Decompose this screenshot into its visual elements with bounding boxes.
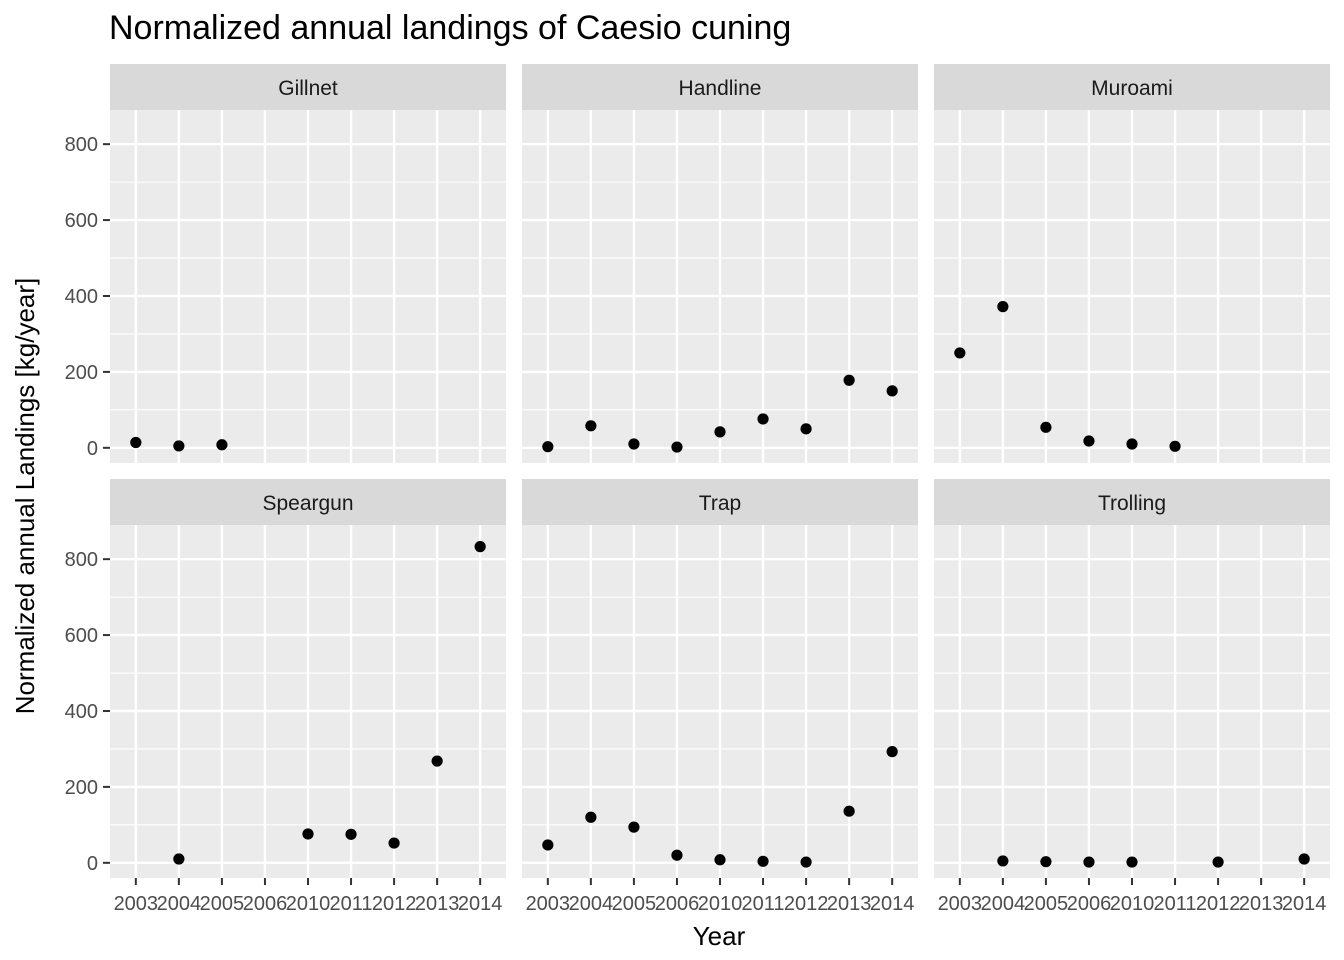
data-point [1126,438,1138,450]
x-tick-label: 2003 [114,893,159,915]
y-tick-label: 800 [65,134,98,156]
facet-strip-label: Trolling [1098,492,1166,515]
data-point [585,420,597,432]
y-tick-label: 800 [65,549,98,571]
x-tick-label: 2010 [1110,893,1155,915]
y-tick-label: 200 [65,777,98,799]
data-point [843,374,855,386]
facet-panel: Gillnet 0 200 400 600 800 [65,64,506,463]
x-tick-label: 2013 [1239,893,1284,915]
y-tick-label: 400 [65,701,98,723]
facet-strip-label: Muroami [1091,77,1173,100]
x-tick-label: 2004 [157,893,202,915]
facet-strip-label: Speargun [262,492,353,515]
y-tick-label: 400 [65,286,98,308]
facet-strip [522,479,918,525]
x-tick-label: 2004 [981,893,1026,915]
facet-panel: Muroami [934,64,1330,463]
y-tick-label: 0 [87,853,98,875]
y-axis-title: Normalized annual Landings [kg/year] [10,278,40,714]
data-point [474,541,486,553]
x-tick-label: 2006 [243,893,288,915]
facet-strip [934,479,1330,525]
data-point [388,837,400,849]
x-tick-label: 2003 [938,893,983,915]
facet-panel: Speargun02004006008002003200420052006201… [65,479,506,915]
x-tick-label: 2003 [526,893,571,915]
data-point [585,811,597,823]
y-tick-label: 600 [65,210,98,232]
facet-strip [522,64,918,110]
data-point [1083,435,1095,447]
data-point [173,440,185,452]
data-point [1040,856,1052,868]
x-tick-label: 2014 [870,893,915,915]
data-point [997,301,1009,313]
data-point [800,423,812,435]
data-point [1040,421,1052,433]
data-point [997,855,1009,867]
data-point [1126,856,1138,868]
facet-strip-label: Handline [679,77,762,100]
facet-panels: Gillnet 0 200 400 600 800 Handline Muroami Spear… [65,64,1330,915]
data-point [757,855,769,867]
x-tick-label: 2011 [742,893,785,915]
y-tick-label: 0 [87,438,98,460]
x-tick-label: 2011 [330,893,373,915]
data-point [757,413,769,425]
x-tick-label: 2014 [458,893,503,915]
facet-strip-label: Gillnet [278,77,338,100]
x-tick-label: 2005 [200,893,245,915]
facet-strip [110,479,506,525]
data-point [714,854,726,866]
x-tick-label: 2013 [415,893,460,915]
data-point [542,441,554,453]
x-axis-title: Year [693,921,746,951]
data-point [628,438,640,450]
data-point [302,828,314,840]
data-point [542,839,554,851]
x-tick-label: 2010 [286,893,331,915]
data-point [1169,440,1181,452]
data-point [173,853,185,865]
x-tick-label: 2006 [655,893,700,915]
facet-strip-label: Trap [699,492,741,515]
facet-panel: Handline [522,64,918,463]
facet-strip [110,64,506,110]
y-tick-label: 600 [65,625,98,647]
chart-title: Normalized annual landings of Caesio cun… [109,9,791,47]
data-point [886,746,898,758]
data-point [1298,853,1310,865]
data-point [800,856,812,868]
x-tick-label: 2004 [569,893,614,915]
y-tick-label: 200 [65,362,98,384]
x-tick-label: 2012 [372,893,417,915]
x-tick-label: 2006 [1067,893,1112,915]
x-tick-label: 2014 [1282,893,1327,915]
data-point [216,439,228,451]
x-tick-label: 2013 [827,893,872,915]
data-point [671,441,683,453]
data-point [345,828,357,840]
data-point [628,821,640,833]
x-tick-label: 2005 [1024,893,1069,915]
x-tick-label: 2005 [612,893,657,915]
x-tick-label: 2012 [1196,893,1241,915]
data-point [1083,856,1095,868]
data-point [431,755,443,767]
data-point [130,436,142,449]
x-tick-label: 2011 [1154,893,1197,915]
data-point [671,849,683,861]
data-point [886,385,898,397]
facet-strip [934,64,1330,110]
data-point [954,347,966,359]
x-tick-label: 2012 [784,893,829,915]
data-point [714,426,726,438]
x-tick-label: 2010 [698,893,743,915]
data-point [843,805,855,817]
data-point [1212,856,1224,868]
